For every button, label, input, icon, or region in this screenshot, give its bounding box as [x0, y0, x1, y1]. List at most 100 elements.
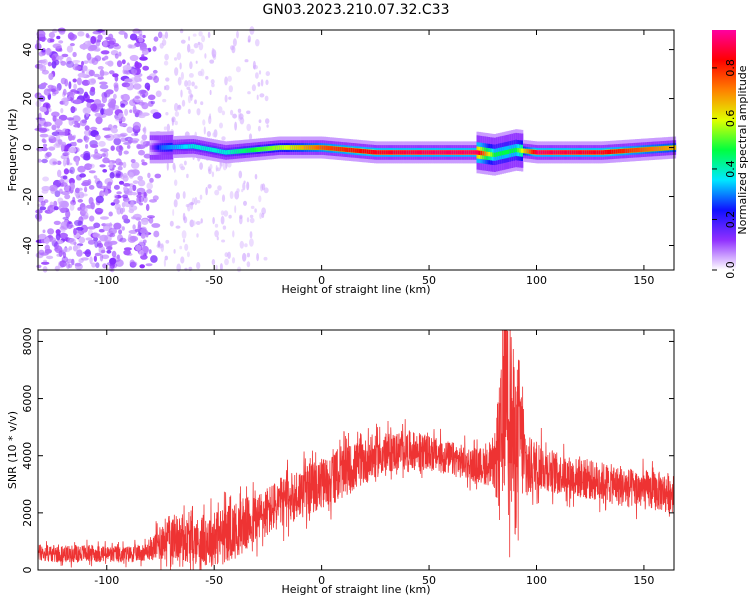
spectrogram-noise-blob — [131, 161, 140, 169]
spectrogram-noise-blob — [223, 210, 229, 217]
spectrogram-noise-blob — [108, 40, 115, 45]
spectrogram-noise-blob — [146, 182, 153, 190]
spectrogram-noise-blob — [224, 258, 229, 266]
spectrogram-ridge-cell — [267, 146, 270, 151]
spectrogram-noise-blob — [95, 262, 100, 269]
spectrogram-ridge-cell — [459, 150, 462, 155]
spectrogram-ridge-cell — [584, 150, 588, 155]
spectrogram-ridge-cell — [219, 149, 222, 154]
spectrogram-noise-blob — [116, 254, 120, 260]
spectrogram-noise-blob — [108, 211, 113, 217]
spectrogram-ridge-cell — [186, 144, 189, 149]
spectrogram-ridge-cell — [273, 145, 276, 151]
spectrogram-noise-blob — [56, 55, 64, 60]
spectrogram-ridge-cell — [420, 150, 423, 155]
spectrogram-noise-blob — [174, 179, 178, 186]
spectrogram-noise-blob — [265, 71, 270, 77]
spectrogram-noise-blob — [232, 230, 235, 238]
spectrogram-noise-blob — [53, 143, 62, 149]
spectrogram-noise-blob — [112, 133, 122, 139]
spectrogram-noise-blob — [106, 249, 112, 254]
colorbar-label: Normalized spectral amplitude — [736, 65, 749, 234]
snr-frame — [37, 329, 675, 571]
spectrogram-noise-blob — [140, 232, 146, 239]
spectrogram-ridge-cell — [621, 148, 624, 154]
spectrogram-noise-blob — [121, 207, 126, 213]
spectrogram-ridge-cell — [468, 150, 472, 155]
spectrogram-noise-blob — [188, 73, 194, 78]
spectrogram-ridge-cell — [316, 145, 319, 150]
spectrogram-noise-blob — [187, 108, 191, 114]
spectrogram-noise-blob — [137, 175, 143, 181]
spectrogram-ridge-cell — [350, 148, 354, 153]
spectrogram-noise-blob — [265, 79, 269, 86]
spectrogram-noise-blob — [37, 36, 47, 42]
spectrogram-ridge-cell — [600, 150, 603, 155]
spectrogram-noise-blob — [136, 144, 146, 150]
spectrogram-noise-blob — [94, 252, 101, 257]
spectrogram-noise-blob — [152, 69, 158, 74]
spectrogram-noise-blob — [140, 139, 147, 146]
spectrogram-ridge-cell — [329, 146, 332, 151]
spectrogram-noise-blob — [73, 228, 77, 236]
spectrogram-noise-blob — [100, 50, 110, 55]
spectrogram-ridge-cell — [405, 150, 408, 155]
spectrogram-noise-blob — [72, 78, 77, 83]
spectrogram-noise-blob — [118, 229, 123, 235]
figure-title: GN03.2023.210.07.32.C33 — [263, 2, 450, 18]
spectrogram-noise-blob — [174, 67, 179, 76]
spectrogram-ridge-cell — [151, 145, 154, 150]
spectrogram-noise-blob — [163, 85, 166, 91]
spectrogram-x-tick-label: -50 — [205, 274, 223, 287]
spectrogram-noise-blob — [61, 128, 69, 136]
spectrogram-ridge-cell — [337, 146, 340, 152]
spectrogram-ridge-cell — [449, 150, 452, 155]
spectrogram-noise-blob — [118, 180, 125, 185]
spectrogram-y-tick-label: 0 — [21, 144, 34, 151]
spectrogram-noise-blob — [60, 143, 65, 151]
spectrogram-noise-blob — [110, 127, 118, 134]
spectrogram-noise-blob — [74, 99, 82, 105]
spectrogram-ridge-cell — [387, 150, 390, 155]
spectrogram-noise-blob — [247, 39, 251, 43]
spectrogram-noise-blob — [62, 158, 67, 167]
spectrogram-noise-blob — [69, 238, 76, 245]
spectrogram-x-tick-label: 50 — [422, 274, 436, 287]
spectrogram-noise-blob — [108, 265, 114, 272]
spectrogram-noise-blob — [164, 255, 168, 261]
spectrogram-noise-blob — [256, 253, 259, 262]
spectrogram-noise-blob — [39, 206, 47, 211]
spectrogram-noise-blob — [131, 68, 138, 75]
spectrogram-noise-blob — [221, 110, 226, 116]
spectrogram-noise-blob — [122, 175, 129, 182]
spectrogram-ridge-cell — [548, 150, 551, 155]
spectrogram-noise-blob — [161, 34, 166, 40]
spectrogram-noise-blob — [104, 241, 108, 246]
spectrogram-ridge-cell — [176, 144, 180, 150]
spectrogram-noise-blob — [189, 61, 193, 70]
spectrogram-noise-blob — [243, 200, 247, 206]
spectrogram-x-tick-label: 150 — [633, 274, 654, 287]
spectrogram-noise-blob — [130, 200, 134, 208]
colorbar-scale — [712, 30, 736, 270]
spectrogram-ridge-cell — [252, 147, 255, 153]
spectrogram-noise-blob — [119, 237, 127, 243]
spectrogram-noise-blob — [139, 56, 148, 61]
spectrogram-noise-blob — [40, 107, 47, 113]
spectrogram-noise-blob — [180, 256, 185, 264]
spectrogram-noise-blob — [72, 196, 76, 203]
spectrogram-ridge-cell — [327, 145, 330, 151]
spectrogram-ridge-cell — [401, 150, 404, 155]
spectrogram-ridge-cell — [470, 150, 473, 155]
spectrogram-noise-blob — [104, 188, 109, 196]
spectrogram-noise-blob — [114, 53, 119, 59]
spectrogram-noise-blob — [179, 62, 182, 70]
spectrogram-noise-blob — [205, 186, 208, 196]
spectrogram-noise-blob — [238, 113, 244, 120]
spectrogram-noise-blob — [145, 230, 149, 238]
spectrogram-noise-blob — [132, 105, 137, 113]
spectrogram-ridge-cell — [165, 145, 168, 150]
spectrogram-ridge-cell — [372, 150, 375, 155]
spectrogram-noise-blob — [231, 257, 236, 264]
spectrogram-noise-blob — [97, 76, 104, 80]
